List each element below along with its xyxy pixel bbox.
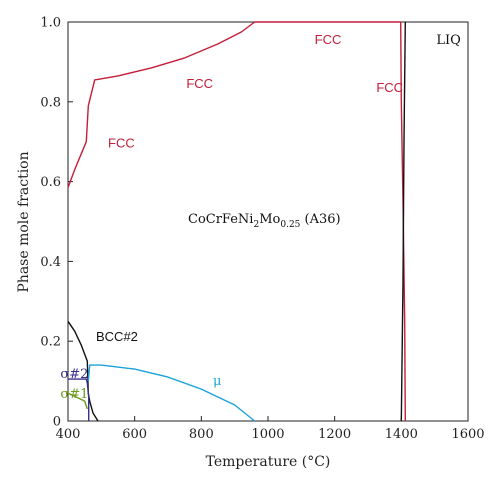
annotation-label: LIQ	[436, 33, 460, 48]
series-line-bcc-2	[67, 320, 99, 422]
x-tick-label: 1200	[318, 427, 351, 442]
composition-label: CoCrFeNi2Mo0.25 (A36)	[188, 212, 341, 230]
y-tick-label: 0.8	[40, 95, 61, 110]
x-tick-label: 400	[56, 427, 81, 442]
annotation-label: BCC#2	[96, 329, 138, 344]
y-tick-label: 1.0	[40, 16, 61, 31]
y-tick-label: 0.6	[40, 175, 61, 190]
y-tick-label: 0	[53, 415, 61, 430]
y-axis-ticks: 0 0.2 0.4 0.6 0.8 1.0	[40, 16, 73, 430]
annotation-label: σ#1	[60, 387, 88, 402]
annotation-label: μ	[213, 374, 221, 389]
series-line-fcc	[67, 21, 406, 422]
x-tick-label: 1600	[451, 427, 484, 442]
annotation-label: FCC	[376, 80, 403, 95]
x-tick-label: 800	[189, 427, 214, 442]
x-tick-label: 600	[122, 427, 147, 442]
x-tick-label: 1000	[251, 427, 284, 442]
y-axis-title: Phase mole fraction	[16, 151, 32, 292]
y-tick-label: 0.2	[40, 335, 61, 350]
annotation-label: FCC	[108, 136, 135, 151]
series-line-mu	[87, 364, 256, 422]
x-tick-label: 1400	[385, 427, 418, 442]
series-line-liq	[400, 21, 406, 422]
x-axis-title: Temperature (°C)	[206, 454, 331, 470]
annotation-layer: FCC FCC FCC FCC LIQ BCC#2 σ#2 σ#1 μ	[60, 32, 460, 402]
annotation-label: FCC	[186, 76, 213, 91]
annotation-label: FCC	[315, 32, 342, 47]
series-layer	[67, 21, 406, 422]
annotation-label: σ#2	[60, 367, 88, 382]
y-tick-label: 0.4	[40, 255, 61, 270]
x-axis-ticks: 400 600 800 1000 1200 1400 1600	[56, 416, 485, 442]
series-line-sigma-2	[68, 378, 90, 421]
series-line-sigma-1	[67, 392, 88, 410]
